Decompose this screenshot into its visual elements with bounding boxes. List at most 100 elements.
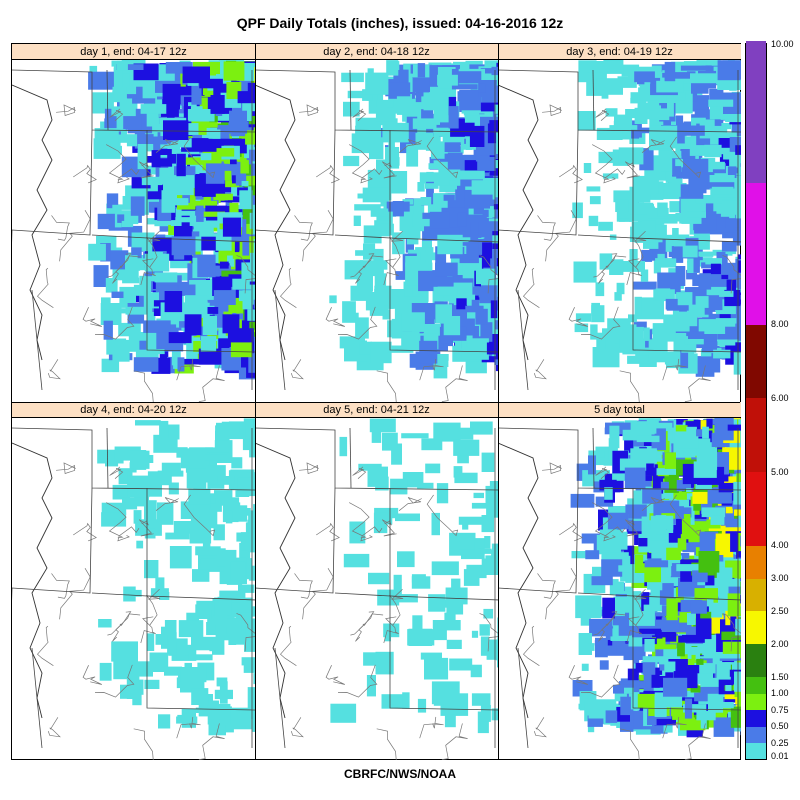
- river-line: [349, 144, 370, 181]
- basin-outline: [498, 84, 539, 361]
- river-line: [624, 519, 640, 537]
- river-line: [593, 611, 618, 636]
- colorbar-tick-label: 2.50: [771, 605, 789, 616]
- river-line: [545, 568, 577, 620]
- basin-outline: [12, 84, 53, 361]
- river-line: [138, 161, 154, 179]
- state-border: [592, 427, 595, 489]
- colorbar-tick-label: 3.00: [771, 573, 789, 584]
- river-line: [37, 267, 54, 308]
- river-line: [94, 664, 135, 698]
- state-border: [12, 487, 93, 594]
- river-line: [133, 728, 154, 760]
- river-line: [383, 258, 399, 286]
- panel-divider: [498, 44, 499, 759]
- river-line: [523, 625, 540, 666]
- colorbar-tick-label: 4.00: [771, 540, 789, 551]
- river-line: [82, 665, 102, 685]
- panel-day3: day 3, end: 04-19 12z: [498, 44, 741, 402]
- state-border: [12, 69, 255, 133]
- river-line: [568, 307, 588, 327]
- river-line: [381, 161, 397, 179]
- colorbar-segment: [746, 397, 766, 473]
- state-border: [498, 129, 579, 236]
- colorbar-tick-label: 6.00: [771, 392, 789, 403]
- precip-field: [572, 60, 741, 377]
- panel-5day-total: 5 day total: [498, 402, 741, 760]
- river-line: [426, 494, 459, 537]
- river-line: [294, 573, 313, 599]
- river-line: [107, 611, 132, 636]
- river-line: [316, 522, 340, 542]
- river-line: [381, 519, 397, 537]
- colorbar-segment: [746, 742, 766, 760]
- colorbar-segment: [746, 726, 766, 744]
- river-line: [109, 108, 124, 121]
- colorbar-tick-label: 0.01: [771, 751, 789, 761]
- river-line: [325, 665, 345, 685]
- precip-map: [498, 60, 741, 402]
- river-line: [176, 716, 201, 739]
- panel-day2: day 2, end: 04-18 12z: [255, 44, 498, 402]
- river-line: [325, 307, 345, 327]
- river-line: [376, 370, 397, 402]
- state-border: [498, 427, 741, 491]
- colorbar-tick-label: 0.75: [771, 704, 789, 715]
- state-border: [31, 647, 43, 749]
- panel-title: day 4, end: 04-20 12z: [12, 402, 255, 418]
- state-border: [106, 427, 109, 489]
- state-border: [12, 129, 93, 236]
- colorbar-segment: [746, 545, 766, 579]
- state-border: [498, 487, 579, 594]
- river-line: [376, 728, 397, 760]
- river-line: [316, 164, 340, 184]
- precip-field: [329, 60, 498, 379]
- panel-title: day 2, end: 04-18 12z: [255, 44, 498, 60]
- river-line: [352, 466, 367, 479]
- panel-day1: day 1, end: 04-17 12z: [12, 44, 255, 402]
- river-line: [542, 104, 562, 116]
- precip-map: [12, 60, 255, 402]
- river-line: [669, 136, 702, 179]
- colorbar-segment: [746, 471, 766, 546]
- river-line: [624, 161, 640, 179]
- river-line: [236, 255, 255, 294]
- river-line: [542, 462, 562, 474]
- river-line: [299, 462, 319, 474]
- river-line: [337, 664, 378, 698]
- river-line: [383, 616, 399, 644]
- state-border: [274, 647, 286, 749]
- river-line: [533, 359, 547, 380]
- colorbar-segment: [746, 578, 766, 612]
- panel-title: day 3, end: 04-19 12z: [498, 44, 741, 60]
- river-line: [684, 723, 711, 760]
- chart-title: QPF Daily Totals (inches), issued: 04-16…: [236, 15, 564, 31]
- river-line: [537, 215, 556, 241]
- state-border: [349, 427, 352, 489]
- river-line: [441, 723, 468, 760]
- basin-outline: [498, 442, 539, 719]
- river-line: [419, 716, 444, 739]
- river-line: [559, 522, 583, 542]
- colorbar-tick-label: 5.00: [771, 466, 789, 477]
- river-line: [299, 104, 319, 116]
- basin-outline: [255, 442, 296, 719]
- river-line: [426, 136, 459, 179]
- river-line: [441, 365, 468, 402]
- colorbar-segment: [746, 182, 766, 325]
- river-line: [302, 210, 334, 262]
- river-line: [107, 253, 132, 278]
- state-border: [274, 289, 286, 391]
- river-line: [73, 164, 97, 184]
- river-line: [580, 306, 621, 340]
- river-line: [236, 613, 255, 652]
- river-line: [106, 144, 127, 181]
- precip-map: [255, 60, 498, 402]
- river-line: [722, 255, 741, 294]
- river-line: [662, 716, 687, 739]
- precip-field: [88, 60, 255, 380]
- state-border: [106, 69, 109, 131]
- river-line: [294, 215, 313, 241]
- river-line: [290, 359, 304, 380]
- state-border: [389, 237, 498, 243]
